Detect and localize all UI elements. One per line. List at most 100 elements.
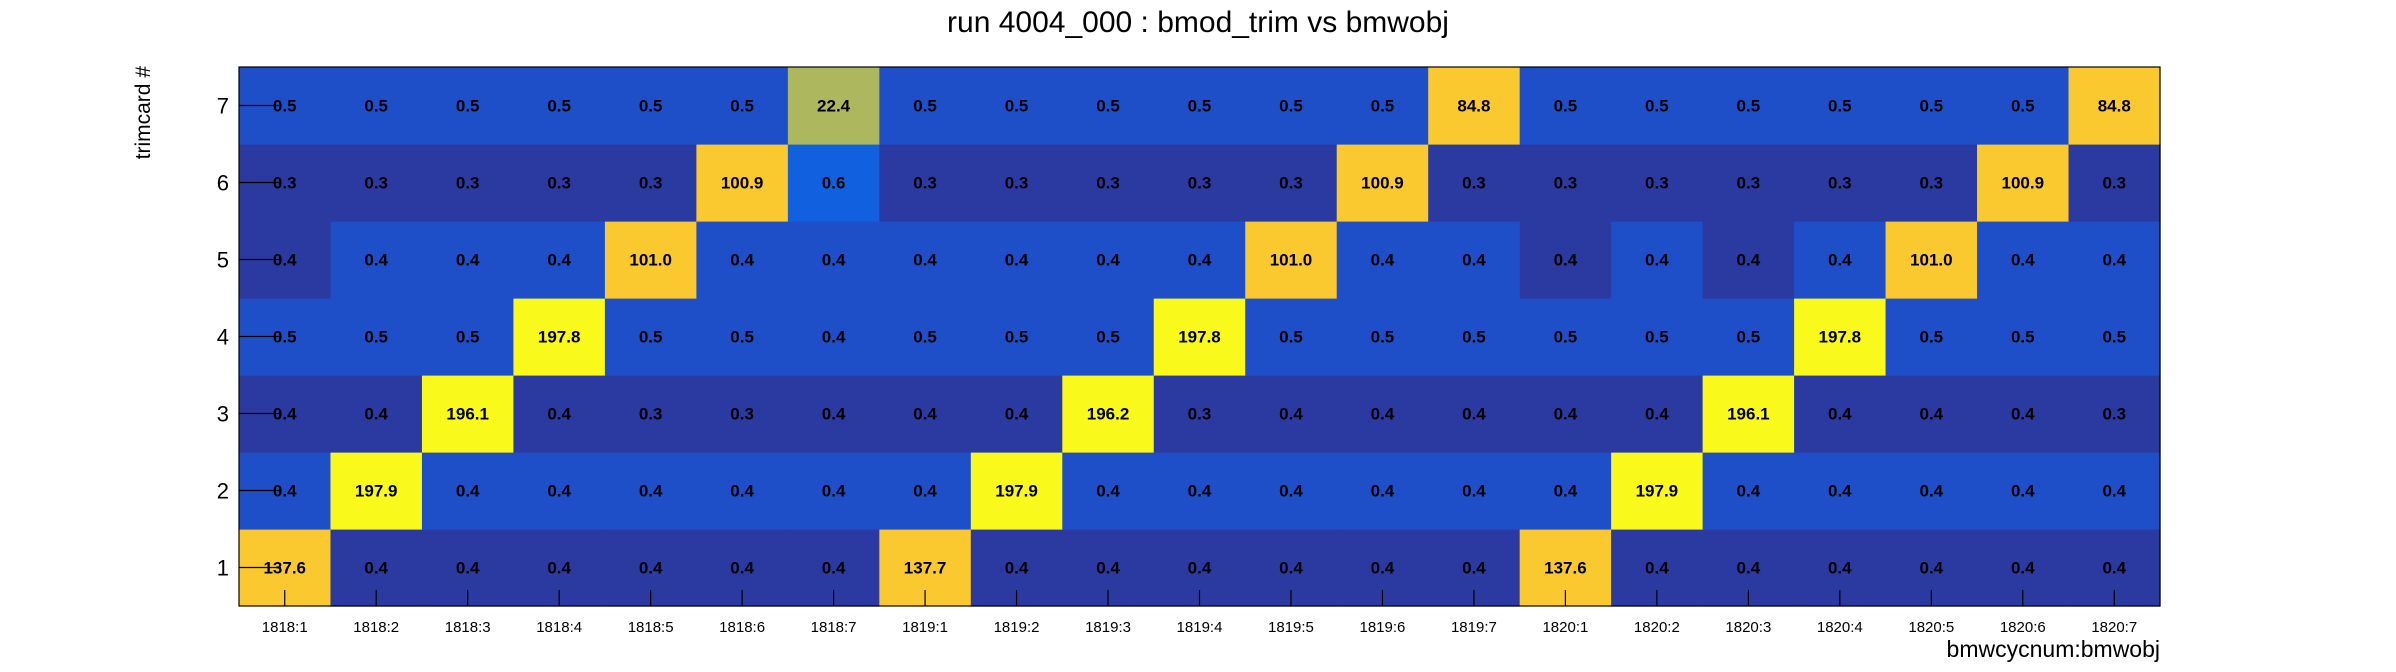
x-tick-label: 1820:6: [2000, 619, 2046, 636]
cell-value-label: 196.1: [446, 405, 489, 424]
heatmap-cell: [421, 67, 515, 145]
heatmap-cell: [1977, 67, 2070, 145]
heatmap-cell: [1428, 298, 1521, 376]
heatmap-cell: [2068, 452, 2161, 530]
heatmap-cell: [1977, 144, 2070, 222]
heatmap-cell: [879, 67, 972, 145]
heatmap-cell: [696, 144, 789, 222]
cell-value-label: 0.5: [1096, 328, 1120, 347]
cell-value-label: 0.4: [822, 559, 846, 578]
cell-value-label: 0.4: [364, 405, 388, 424]
cell-value-label: 0.3: [1645, 174, 1669, 193]
heatmap-cell: [2068, 298, 2161, 376]
cell-value-label: 0.5: [1737, 328, 1761, 347]
y-tick-label: 6: [217, 171, 229, 196]
cell-value-label: 101.0: [629, 251, 672, 270]
cell-value-label: 0.4: [1279, 405, 1303, 424]
heatmap-cell: [1336, 452, 1429, 530]
heatmap-cell: [2068, 375, 2161, 453]
y-tick-label: 7: [217, 94, 229, 119]
cell-value-label: 197.8: [538, 328, 581, 347]
heatmap-cell: [513, 67, 606, 145]
heatmap-cell: [1519, 144, 1612, 222]
cell-value-label: 0.4: [1462, 559, 1486, 578]
heatmap-cell: [1428, 221, 1521, 299]
cell-value-label: 0.5: [456, 97, 480, 116]
heatmap-cell: [1245, 298, 1338, 376]
heatmap-cell: [1245, 67, 1338, 145]
cell-value-label: 0.4: [2102, 482, 2126, 501]
cell-value-label: 197.9: [355, 482, 398, 501]
cell-value-label: 0.3: [1462, 174, 1486, 193]
cell-value-label: 0.4: [273, 251, 297, 270]
x-tick-label: 1819:6: [1360, 619, 1406, 636]
heatmap-cell: [1519, 298, 1612, 376]
cell-value-label: 0.3: [1828, 174, 1852, 193]
x-tick-label: 1818:7: [811, 619, 857, 636]
cell-value-label: 0.4: [822, 328, 846, 347]
cell-value-label: 0.4: [547, 559, 571, 578]
cell-value-label: 0.4: [1645, 251, 1669, 270]
x-tick-label: 1819:3: [1085, 619, 1131, 636]
heatmap-cell: [1245, 452, 1338, 530]
heatmap-cell: [970, 375, 1063, 453]
cell-value-label: 0.5: [2102, 328, 2126, 347]
cell-value-label: 0.5: [1645, 97, 1669, 116]
x-tick-label: 1818:5: [628, 619, 674, 636]
heatmap-cell: [1611, 452, 1704, 530]
cell-value-label: 0.3: [639, 405, 663, 424]
cell-value-label: 0.3: [730, 405, 754, 424]
x-tick-label: 1818:2: [353, 619, 399, 636]
heatmap-cell: [787, 375, 880, 453]
heatmap-cell: [1153, 452, 1246, 530]
heatmap-cell: [970, 452, 1063, 530]
cell-value-label: 0.6: [822, 174, 846, 193]
heatmap-cell: [1519, 452, 1612, 530]
heatmap-cell: [330, 298, 423, 376]
cell-value-label: 0.5: [1462, 328, 1486, 347]
cell-value-label: 0.4: [639, 482, 663, 501]
cell-value-label: 0.4: [2102, 251, 2126, 270]
heatmap-cell: [1428, 375, 1521, 453]
cell-value-label: 0.4: [1462, 405, 1486, 424]
cell-value-label: 0.5: [1737, 97, 1761, 116]
heatmap-cell: [1794, 298, 1887, 376]
heatmap-cell: [1428, 452, 1521, 530]
cell-value-label: 0.4: [822, 482, 846, 501]
cell-value-label: 197.8: [1819, 328, 1862, 347]
heatmap-cell: [1519, 67, 1612, 145]
cell-value-label: 0.4: [1096, 251, 1120, 270]
heatmap-cell: [1062, 144, 1155, 222]
heatmap-cell: [1611, 221, 1704, 299]
heatmap-cell: [1702, 375, 1795, 453]
heatmap-cell: [970, 221, 1063, 299]
heatmap-cell: [513, 221, 606, 299]
cell-value-label: 0.4: [1188, 482, 1212, 501]
cell-value-label: 0.3: [1005, 174, 1029, 193]
cell-value-label: 84.8: [2098, 97, 2131, 116]
heatmap-cell: [421, 298, 515, 376]
cell-value-label: 0.3: [364, 174, 388, 193]
cell-value-label: 0.5: [1096, 97, 1120, 116]
heatmap-cell: [1977, 452, 2070, 530]
cell-value-label: 0.3: [2102, 174, 2126, 193]
cell-value-label: 100.9: [1361, 174, 1404, 193]
cell-value-label: 0.4: [913, 482, 937, 501]
cell-value-label: 0.4: [547, 251, 571, 270]
cell-value-label: 0.3: [1188, 405, 1212, 424]
heatmap-cell: [1611, 375, 1704, 453]
x-tick-label: 1819:7: [1451, 619, 1497, 636]
cell-value-label: 0.3: [273, 174, 297, 193]
cell-value-label: 0.4: [822, 251, 846, 270]
cell-value-label: 0.3: [1279, 174, 1303, 193]
heatmap-cell: [1062, 221, 1155, 299]
cell-value-label: 0.4: [639, 559, 663, 578]
cell-value-label: 0.5: [1279, 328, 1303, 347]
cell-value-label: 0.5: [1554, 328, 1578, 347]
heatmap-cell: [1885, 67, 1978, 145]
cell-value-label: 0.4: [1645, 405, 1669, 424]
x-tick-label: 1819:4: [1177, 619, 1223, 636]
heatmap-cell: [696, 298, 789, 376]
chart-axes: 1 2 3 4 5 6 7 1818:1 1818:2 1818:3 1818:4 1818:5 181…: [217, 66, 2161, 636]
